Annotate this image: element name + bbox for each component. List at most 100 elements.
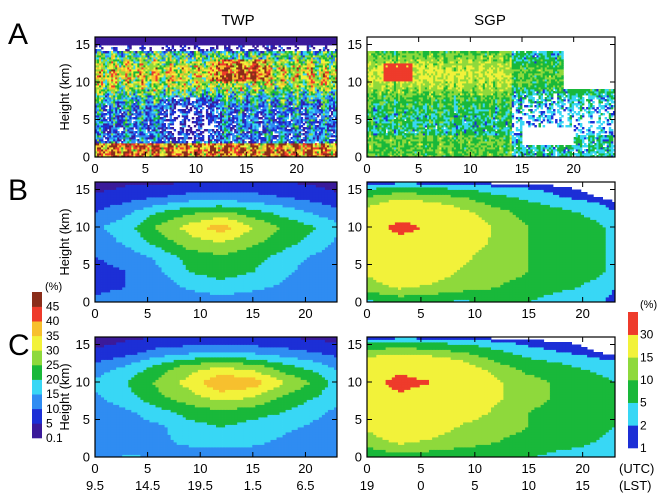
heatmap-cell — [224, 121, 227, 124]
heatmap-cell — [238, 141, 241, 144]
heatmap-cell — [145, 117, 148, 120]
heatmap-cell — [314, 113, 318, 116]
heatmap-cell — [139, 87, 142, 90]
heatmap-cell — [334, 141, 337, 144]
heatmap-cell — [286, 113, 289, 116]
heatmap-cell — [216, 131, 219, 134]
heatmap-cell — [224, 143, 227, 146]
heatmap-cell — [244, 83, 247, 86]
heatmap-cell — [185, 75, 189, 78]
heatmap-cell — [167, 155, 171, 157]
heatmap-cell — [101, 111, 104, 114]
heatmap-cell — [234, 139, 237, 142]
heatmap-cell — [125, 85, 128, 88]
heatmap-cell — [159, 121, 162, 124]
heatmap-cell — [322, 89, 326, 92]
heatmap-cell — [266, 151, 269, 154]
heatmap-cell — [216, 147, 219, 150]
heatmap-cell — [256, 107, 259, 110]
heatmap-cell — [169, 127, 173, 130]
heatmap-cell — [141, 131, 144, 134]
heatmap-cell — [300, 151, 304, 154]
heatmap-cell — [101, 129, 104, 132]
heatmap-cell — [129, 137, 132, 140]
heatmap-cell — [147, 89, 150, 92]
heatmap-cell — [330, 97, 334, 100]
heatmap-cell — [278, 137, 281, 140]
heatmap-cell — [322, 123, 326, 126]
heatmap-cell — [230, 123, 233, 126]
heatmap-cell — [191, 143, 195, 146]
heatmap-cell — [262, 123, 265, 126]
heatmap-cell — [296, 95, 300, 98]
heatmap-cell — [175, 83, 179, 86]
heatmap-cell — [161, 81, 164, 84]
heatmap-cell — [199, 71, 203, 74]
heatmap-cell — [189, 109, 193, 112]
heatmap-cell — [250, 147, 253, 150]
heatmap-cell — [262, 111, 265, 114]
heatmap-cell — [109, 133, 112, 136]
heatmap-cell — [246, 131, 249, 134]
heatmap-cell — [270, 85, 273, 88]
heatmap-cell — [113, 129, 116, 132]
heatmap-cell — [226, 141, 229, 144]
heatmap-cell — [177, 95, 181, 98]
heatmap-cell — [264, 91, 267, 94]
heatmap-cell — [181, 89, 185, 92]
heatmap-cell — [149, 99, 152, 102]
heatmap-cell — [286, 79, 289, 82]
heatmap-cell — [252, 87, 255, 90]
heatmap-cell — [113, 123, 116, 126]
heatmap-cell — [278, 141, 281, 144]
heatmap-cell — [222, 91, 225, 94]
heatmap-cell — [185, 141, 189, 144]
heatmap-cell — [99, 135, 102, 138]
heatmap-cell — [274, 95, 277, 98]
heatmap-cell — [300, 85, 304, 88]
heatmap-cell — [105, 89, 108, 92]
heatmap-cell — [113, 153, 116, 156]
heatmap-cell — [203, 149, 207, 152]
heatmap-cell — [254, 119, 257, 122]
heatmap-cell — [159, 149, 162, 152]
heatmap-cell — [256, 149, 259, 152]
heatmap-cell — [97, 123, 100, 126]
heatmap-cell — [159, 87, 162, 90]
heatmap-cell — [111, 69, 114, 72]
heatmap-cell — [113, 107, 116, 110]
heatmap-cell — [258, 125, 261, 128]
heatmap-cell — [189, 71, 193, 74]
heatmap-cell — [155, 133, 158, 136]
heatmap-cell — [157, 79, 160, 82]
heatmap-cell — [145, 147, 148, 150]
heatmap-cell — [286, 69, 289, 72]
heatmap-cell — [330, 145, 334, 148]
heatmap-cell — [109, 75, 112, 78]
heatmap-cell — [193, 89, 197, 92]
heatmap-cell — [246, 109, 249, 112]
heatmap-cell — [145, 93, 148, 96]
heatmap-cell — [320, 133, 324, 136]
heatmap-cell — [236, 99, 239, 102]
heatmap-cell — [99, 99, 102, 102]
heatmap-cell — [294, 105, 298, 108]
heatmap-cell — [127, 119, 130, 122]
heatmap-cell — [236, 141, 239, 144]
heatmap-cell — [209, 71, 213, 74]
heatmap-cell — [177, 153, 181, 156]
heatmap-cell — [300, 79, 304, 82]
heatmap-cell — [292, 133, 296, 136]
heatmap-cell — [322, 73, 326, 76]
heatmap-cell — [288, 101, 292, 104]
heatmap-cell — [240, 119, 243, 122]
heatmap-cell — [292, 145, 296, 148]
heatmap-cell — [296, 135, 300, 138]
heatmap-cell — [161, 147, 164, 150]
heatmap-cell — [306, 69, 310, 72]
heatmap-cell — [262, 89, 265, 92]
heatmap-cell — [228, 101, 231, 104]
heatmap-cell — [314, 79, 318, 82]
heatmap-cell — [266, 127, 269, 130]
heatmap-cell — [147, 87, 150, 90]
